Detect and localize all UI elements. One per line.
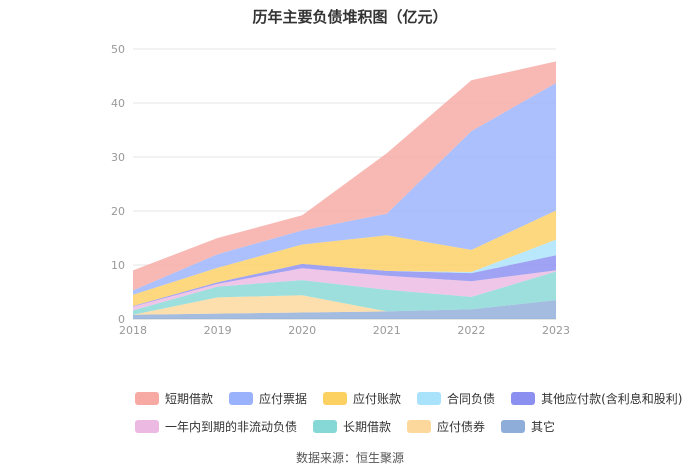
- legend-item[interactable]: 长期借款: [313, 418, 391, 435]
- legend-swatch: [313, 419, 338, 433]
- y-tick-label: 40: [111, 97, 125, 110]
- y-tick-label: 20: [111, 205, 125, 218]
- legend-swatch: [135, 391, 159, 405]
- legend-swatch: [417, 391, 442, 405]
- x-tick-label: 2022: [457, 324, 485, 337]
- chart-legend: 短期借款 应付票据 应付账款 合同负债 其他应付款(含利息和股利) 一年内到期的非流动负债…: [135, 388, 682, 444]
- legend-item[interactable]: 应付票据: [229, 390, 307, 407]
- area-series-应付票据: [133, 83, 556, 295]
- legend-label: 应付账款: [353, 391, 402, 406]
- legend-label: 短期借款: [165, 391, 214, 406]
- area-series-一年内到期的非流动负债: [133, 268, 556, 311]
- area-series: [133, 61, 556, 319]
- legend-item[interactable]: 应付债券: [407, 418, 485, 435]
- legend-label: 合同负债: [447, 391, 496, 406]
- area-series-应付账款: [133, 210, 556, 306]
- legend-item[interactable]: 其它: [501, 418, 555, 435]
- legend-row: 一年内到期的非流动负债 长期借款 应付债券 其它: [135, 416, 615, 436]
- legend-item[interactable]: 短期借款: [135, 390, 213, 407]
- y-axis-ticks: 0 10 20 30 40 50: [111, 43, 125, 326]
- x-tick-label: 2020: [288, 324, 316, 337]
- area-series-合同负债: [133, 239, 556, 306]
- legend-label: 应付票据: [259, 391, 308, 406]
- legend-item[interactable]: 应付账款: [323, 390, 401, 407]
- legend-label: 长期借款: [343, 419, 392, 434]
- y-tick-label: 10: [111, 259, 125, 272]
- legend-label: 一年内到期的非流动负债: [165, 419, 298, 434]
- chart-title: 历年主要负债堆积图（亿元）: [252, 8, 448, 26]
- legend-label: 应付债券: [437, 419, 486, 434]
- x-tick-label: 2019: [204, 324, 232, 337]
- area-series-应付债券: [133, 295, 556, 315]
- legend-swatch: [511, 391, 536, 405]
- legend-swatch: [501, 419, 526, 433]
- legend-swatch: [135, 419, 159, 433]
- legend-item[interactable]: 其他应付款(含利息和股利): [511, 390, 682, 407]
- area-series-其它: [133, 300, 556, 319]
- y-tick-label: 30: [111, 151, 125, 164]
- x-tick-label: 2023: [542, 324, 570, 337]
- legend-item[interactable]: 一年内到期的非流动负债: [135, 418, 297, 435]
- legend-label: 其它: [531, 419, 556, 434]
- legend-swatch: [323, 391, 348, 405]
- area-series-短期借款: [133, 61, 556, 291]
- y-tick-label: 50: [111, 43, 125, 56]
- y-tick-label: 0: [118, 313, 125, 326]
- legend-swatch: [229, 391, 254, 405]
- legend-swatch: [407, 419, 432, 433]
- x-tick-label: 2018: [119, 324, 147, 337]
- area-series-其他应付款(含利息和股利): [133, 255, 556, 307]
- legend-label: 其他应付款(含利息和股利): [541, 391, 683, 406]
- legend-item[interactable]: 合同负债: [417, 390, 495, 407]
- x-tick-label: 2021: [373, 324, 401, 337]
- x-axis-ticks: 2018 2019 2020 2021 2022 2023: [119, 324, 570, 337]
- data-source-note: 数据来源：恒生聚源: [295, 451, 404, 465]
- area-series-长期借款: [133, 271, 556, 315]
- legend-row: 短期借款 应付票据 应付账款 合同负债 其他应付款(含利息和股利): [135, 388, 682, 408]
